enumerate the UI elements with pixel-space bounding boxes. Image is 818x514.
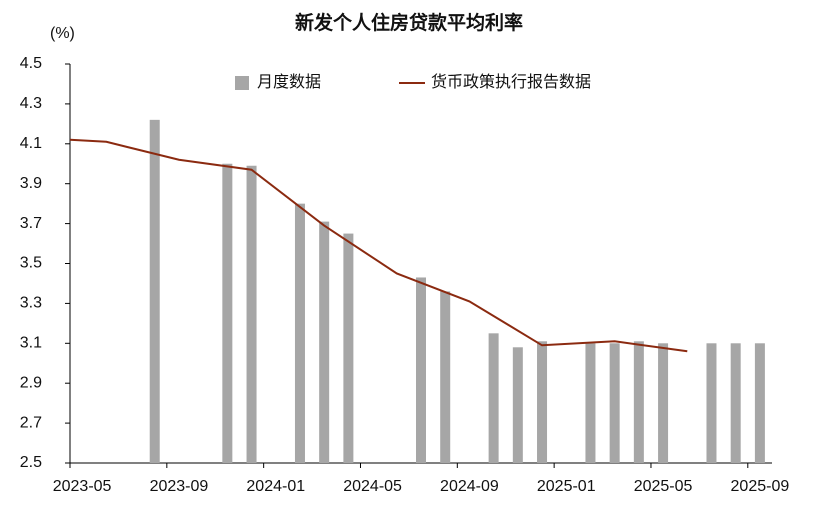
bar (294, 203, 305, 463)
y-tick-label: 4.1 (20, 135, 42, 152)
y-tick-label: 3.9 (20, 175, 42, 192)
x-tick-label: 2025-05 (634, 478, 693, 495)
x-tick-label: 2023-09 (150, 478, 209, 495)
bar (246, 165, 257, 463)
legend-swatch (235, 76, 249, 90)
x-tick-label: 2024-05 (343, 478, 402, 495)
bar (537, 341, 548, 463)
bar (585, 343, 596, 463)
bar (440, 291, 451, 463)
bar (706, 343, 717, 463)
y-axis-label: (%) (50, 25, 75, 42)
y-tick-label: 3.5 (20, 255, 42, 272)
x-tick-label: 2025-09 (731, 478, 790, 495)
y-tick-label: 2.9 (20, 374, 42, 391)
y-tick-label: 2.5 (20, 454, 42, 471)
bar (754, 343, 765, 463)
legend-label: 月度数据 (257, 73, 321, 91)
chart-title: 新发个人住房贷款平均利率 (295, 11, 523, 34)
bar (658, 343, 669, 463)
legend-label: 货币政策执行报告数据 (431, 73, 591, 91)
bar (319, 221, 330, 463)
y-tick-label: 2.7 (20, 414, 42, 431)
y-tick-label: 4.5 (20, 55, 42, 72)
x-tick-label: 2023-05 (53, 478, 112, 495)
y-tick-label: 4.3 (20, 95, 42, 112)
bar (488, 333, 499, 463)
y-tick-label: 3.1 (20, 335, 42, 352)
bar (730, 343, 741, 463)
x-tick-label: 2024-01 (246, 478, 305, 495)
bar (343, 233, 354, 463)
bar (609, 343, 620, 463)
y-tick-label: 3.3 (20, 295, 42, 312)
y-tick-label: 3.7 (20, 215, 42, 232)
bar (633, 341, 644, 463)
bar (149, 119, 160, 464)
x-tick-label: 2024-09 (440, 478, 499, 495)
bar (416, 277, 426, 463)
bar (512, 347, 523, 463)
bar (222, 163, 233, 463)
line (69, 138, 688, 353)
x-tick-label: 2025-01 (537, 478, 596, 495)
